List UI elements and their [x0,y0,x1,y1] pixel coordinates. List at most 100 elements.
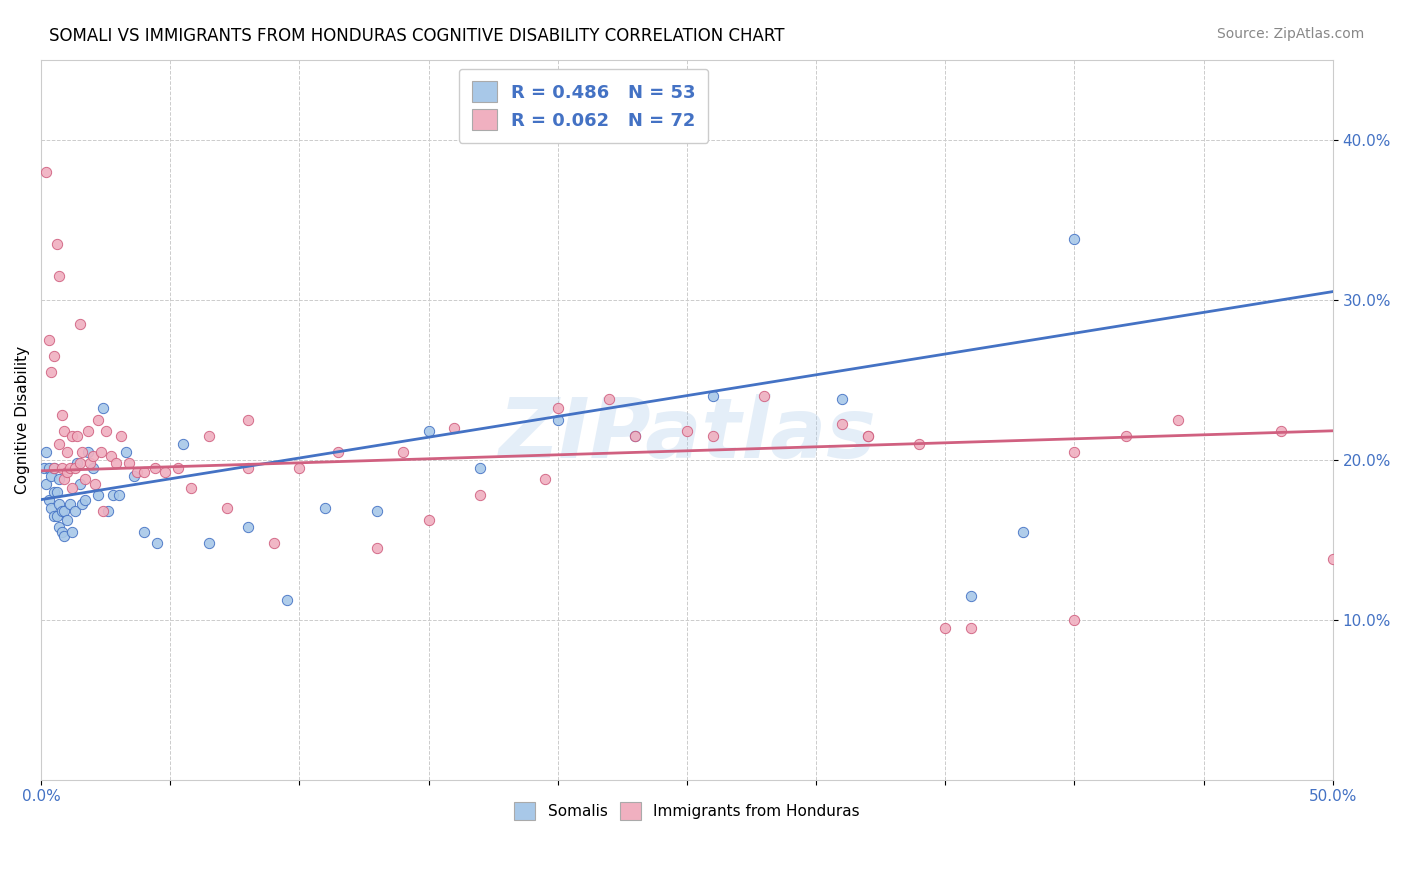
Point [58,497,80,511]
Y-axis label: Cognitive Disability: Cognitive Disability [15,345,30,493]
Point [42,349,65,363]
Point [134,466,156,480]
Point [42,460,65,475]
Point [73,472,96,486]
Point [97,504,120,518]
Point [48,520,70,534]
Point [76,444,98,458]
Point [1063,613,1085,627]
Point [1115,428,1137,442]
Point [82,450,104,464]
Point [58,460,80,475]
Point [51,460,73,475]
Point [91,401,114,416]
Point [236,460,259,475]
Point [856,428,879,442]
Point [84,476,107,491]
Point [217,500,239,515]
Point [76,424,98,438]
Point [598,392,620,406]
Point [1063,444,1085,458]
Point [48,436,70,450]
Point [314,500,336,515]
Point [35,164,58,178]
Point [172,436,194,450]
Point [908,436,931,450]
Point [263,536,285,550]
Point [89,444,111,458]
Point [391,444,413,458]
Point [60,524,83,539]
Point [53,529,76,543]
Point [69,456,91,470]
Point [118,456,141,470]
Point [702,389,724,403]
Point [110,428,132,442]
Legend: Somalis, Immigrants from Honduras: Somalis, Immigrants from Honduras [508,796,866,826]
Point [45,236,67,251]
Point [288,460,311,475]
Point [51,408,73,422]
Point [122,468,145,483]
Point [69,317,91,331]
Point [41,500,63,515]
Point [180,482,202,496]
Point [60,428,83,442]
Point [41,365,63,379]
Point [153,466,176,480]
Point [366,541,388,555]
Point [53,504,76,518]
Point [547,412,569,426]
Point [51,524,73,539]
Point [1270,424,1292,438]
Point [42,460,65,475]
Point [115,444,138,458]
Point [754,389,776,403]
Point [60,482,83,496]
Point [45,508,67,523]
Point [960,589,983,603]
Text: SOMALI VS IMMIGRANTS FROM HONDURAS COGNITIVE DISABILITY CORRELATION CHART: SOMALI VS IMMIGRANTS FROM HONDURAS COGNI… [49,27,785,45]
Point [42,508,65,523]
Point [35,476,58,491]
Point [35,444,58,458]
Point [702,428,724,442]
Point [42,484,65,499]
Text: ZIPatlas: ZIPatlas [498,393,876,475]
Point [960,621,983,635]
Point [198,536,221,550]
Point [418,513,440,527]
Point [82,460,104,475]
Point [856,428,879,442]
Point [831,417,853,432]
Point [45,484,67,499]
Point [547,401,569,416]
Point [831,392,853,406]
Point [143,460,166,475]
Point [470,488,492,502]
Point [934,621,956,635]
Point [198,428,221,442]
Point [107,488,129,502]
Point [134,524,156,539]
Text: Source: ZipAtlas.com: Source: ZipAtlas.com [1216,27,1364,41]
Point [1063,232,1085,246]
Point [87,412,110,426]
Point [624,428,647,442]
Point [470,460,492,475]
Point [56,466,79,480]
Point [63,504,86,518]
Point [87,488,110,502]
Point [51,504,73,518]
Point [1011,524,1033,539]
Point [624,428,647,442]
Point [167,460,190,475]
Point [328,444,350,458]
Point [38,460,60,475]
Point [73,492,96,507]
Point [105,456,128,470]
Point [56,513,79,527]
Point [79,456,101,470]
Point [676,424,699,438]
Point [72,444,94,458]
